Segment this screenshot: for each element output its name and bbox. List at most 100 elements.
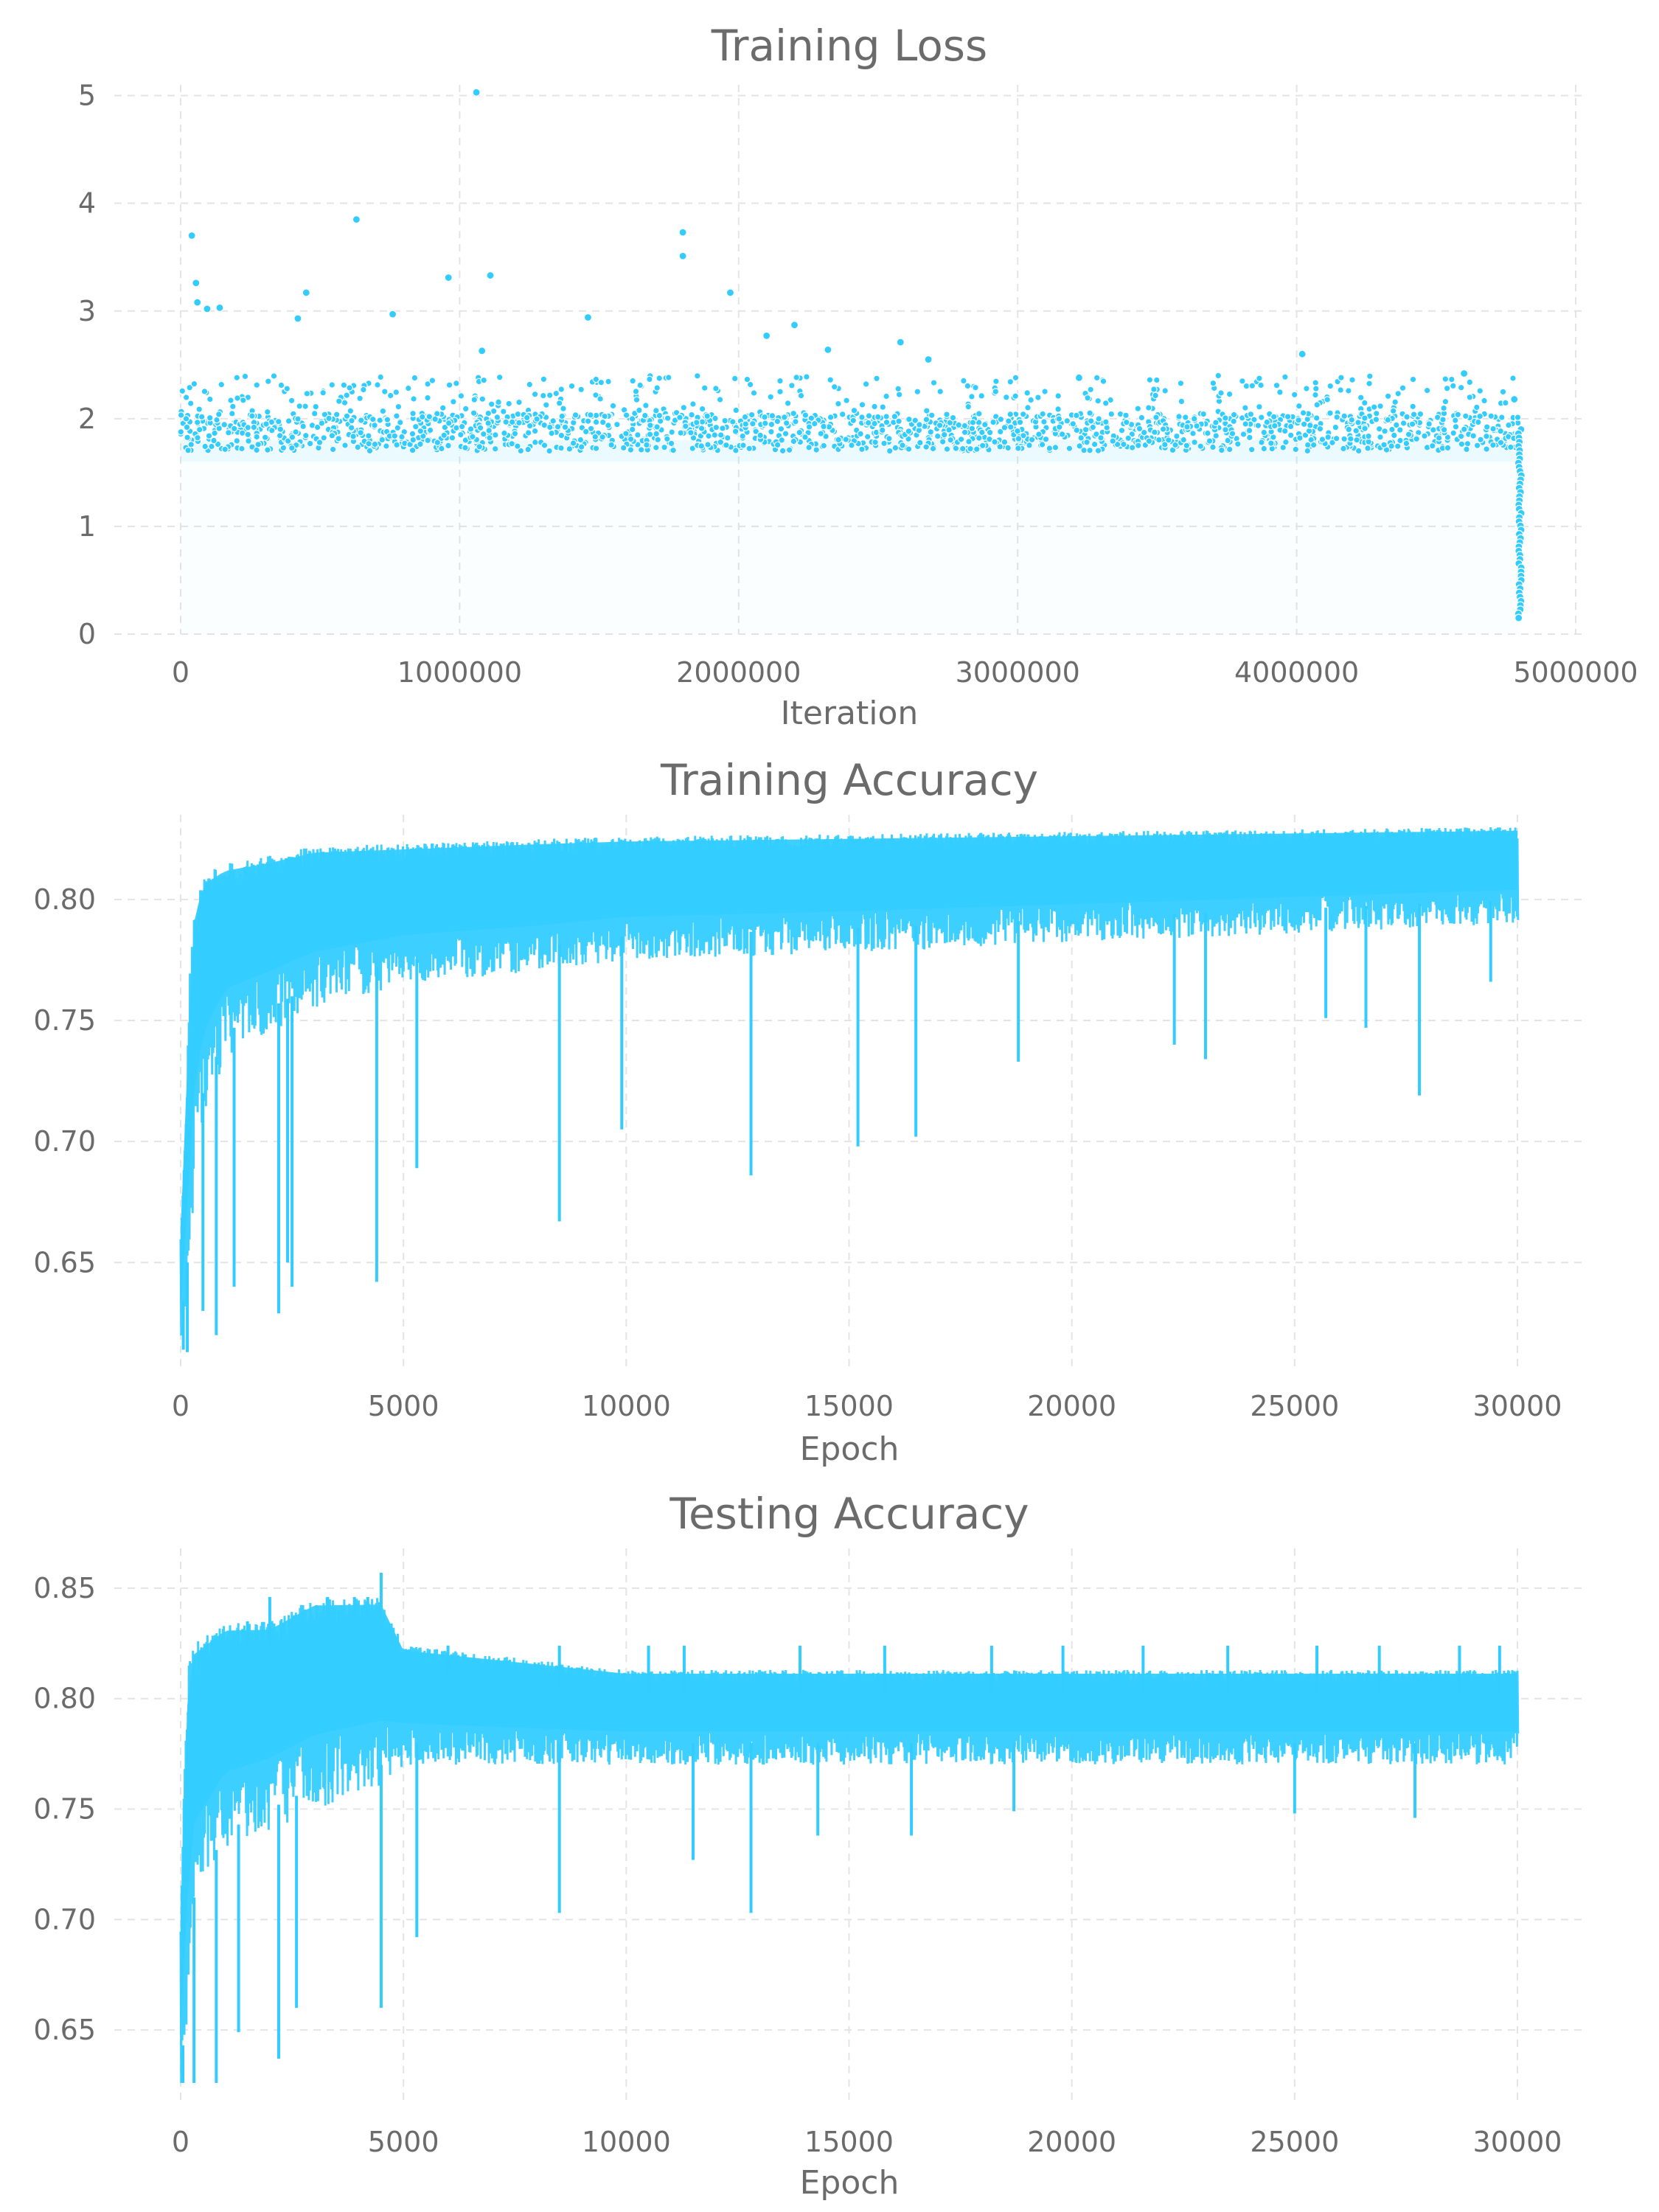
loss-point [632,388,640,395]
loss-point [1146,376,1154,383]
loss-point [955,421,963,429]
loss-point [1151,428,1158,436]
loss-point [842,436,850,443]
loss-point [732,447,740,454]
loss-point [936,388,944,395]
loss-point [678,228,687,237]
x-tick-label: 25000 [1250,2126,1339,2158]
loss-point [546,392,554,399]
loss-point [1055,415,1063,422]
loss-point [1466,378,1474,386]
loss-point [605,378,612,386]
loss-point [1316,425,1324,433]
loss-point [1352,427,1360,434]
loss-point [605,422,612,429]
loss-point [986,428,994,437]
loss-point [1299,409,1307,417]
loss-point [325,414,333,422]
loss-point [1366,372,1374,380]
loss-point [749,420,757,428]
loss-point [184,434,191,442]
loss-point [731,375,739,383]
loss-point [801,411,810,419]
loss-point [619,444,627,452]
loss-point [717,431,725,439]
loss-point [1028,436,1036,444]
loss-point [582,428,590,436]
loss-point [288,397,296,405]
loss-point [335,434,342,442]
loss-point [458,422,466,431]
loss-point [303,389,311,397]
loss-point [1180,436,1188,444]
loss-point [784,400,792,407]
loss-point [253,433,260,441]
loss-point [408,430,417,438]
loss-point [712,385,720,392]
loss-point [975,410,983,417]
loss-point [1161,441,1169,448]
loss-point [187,231,196,240]
loss-point [991,438,998,446]
loss-point [444,273,453,282]
loss-point [1475,418,1482,426]
series-core [181,830,1517,1305]
loss-point [491,445,499,453]
loss-point [693,372,701,380]
loss-point [1454,411,1462,419]
loss-point [1182,414,1189,421]
loss-point [849,417,858,425]
loss-point [850,406,858,414]
loss-point [1361,414,1368,422]
loss-point [417,440,424,448]
loss-point [669,446,677,454]
loss-point [476,424,484,432]
loss-point [1190,415,1198,422]
loss-point [872,438,879,446]
loss-point [746,380,754,389]
loss-point [973,445,981,453]
loss-point [546,447,553,455]
loss-point [871,403,878,411]
x-tick-label: 30000 [1473,1390,1562,1422]
loss-point [184,446,192,454]
loss-point [469,433,476,441]
loss-point [943,411,950,418]
loss-point [677,429,684,437]
loss-point [478,347,487,355]
loss-point [628,425,636,434]
loss-point [750,389,758,397]
loss-point [996,443,1004,451]
loss-point [1444,444,1452,452]
loss-point [788,381,796,389]
loss-point [1206,437,1214,445]
loss-point [238,445,246,453]
loss-point [743,375,751,383]
loss-point [1242,420,1249,428]
loss-point [678,251,687,260]
loss-point [1402,439,1411,448]
loss-point [347,424,355,431]
loss-point [346,384,353,392]
loss-point [1416,410,1425,418]
x-tick-label: 0 [172,656,189,689]
loss-point [1016,418,1024,426]
loss-point [276,425,285,433]
loss-point [681,422,689,430]
loss-point [312,403,320,411]
loss-point [306,439,314,448]
loss-point [569,419,577,427]
loss-point [215,411,223,418]
loss-point [263,408,271,416]
loss-point [961,422,969,430]
loss-point [972,383,979,392]
loss-point [917,439,924,447]
loss-point [830,383,838,391]
loss-point [1191,438,1198,446]
loss-point [1263,418,1271,426]
y-tick-label: 0.85 [33,1572,96,1604]
loss-point [319,389,327,397]
x-tick-label: 20000 [1027,2126,1116,2158]
loss-point [329,445,337,453]
loss-point [424,394,431,402]
